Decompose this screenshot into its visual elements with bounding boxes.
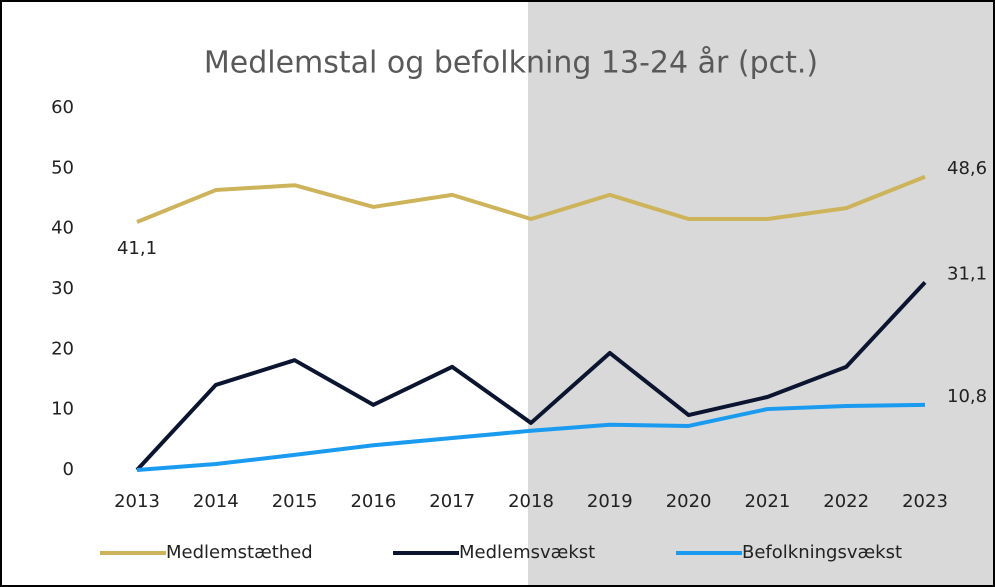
x-tick-label: 2021	[744, 491, 790, 512]
legend-label: Befolkningsvækst	[742, 542, 902, 563]
data-label: 10,8	[947, 386, 987, 407]
legend-label: Medlemstæthed	[166, 542, 313, 563]
y-tick-label: 60	[51, 97, 74, 118]
x-tick-label: 2020	[666, 491, 712, 512]
x-tick-label: 2013	[114, 491, 160, 512]
y-tick-label: 30	[51, 278, 74, 299]
x-tick-label: 2015	[272, 491, 318, 512]
x-tick-label: 2019	[587, 491, 633, 512]
legend-label: Medlemsvækst	[459, 542, 595, 563]
data-label: 31,1	[947, 263, 987, 284]
x-tick-label: 2018	[508, 491, 554, 512]
x-tick-label: 2023	[902, 491, 948, 512]
y-tick-label: 10	[51, 399, 74, 420]
x-tick-label: 2014	[193, 491, 239, 512]
y-tick-label: 40	[51, 218, 74, 239]
data-label: 41,1	[117, 238, 157, 259]
series-line	[136, 174, 926, 224]
series-line	[136, 402, 926, 472]
y-tick-label: 20	[51, 338, 74, 359]
x-tick-label: 2016	[350, 491, 396, 512]
y-tick-label: 0	[63, 459, 74, 480]
x-tick-label: 2022	[823, 491, 869, 512]
series-line	[135, 280, 927, 472]
x-tick-label: 2017	[429, 491, 475, 512]
data-label: 48,6	[947, 158, 987, 179]
y-tick-label: 50	[51, 157, 74, 178]
chart-title: Medlemstal og befolkning 13-24 år (pct.)	[204, 46, 818, 81]
